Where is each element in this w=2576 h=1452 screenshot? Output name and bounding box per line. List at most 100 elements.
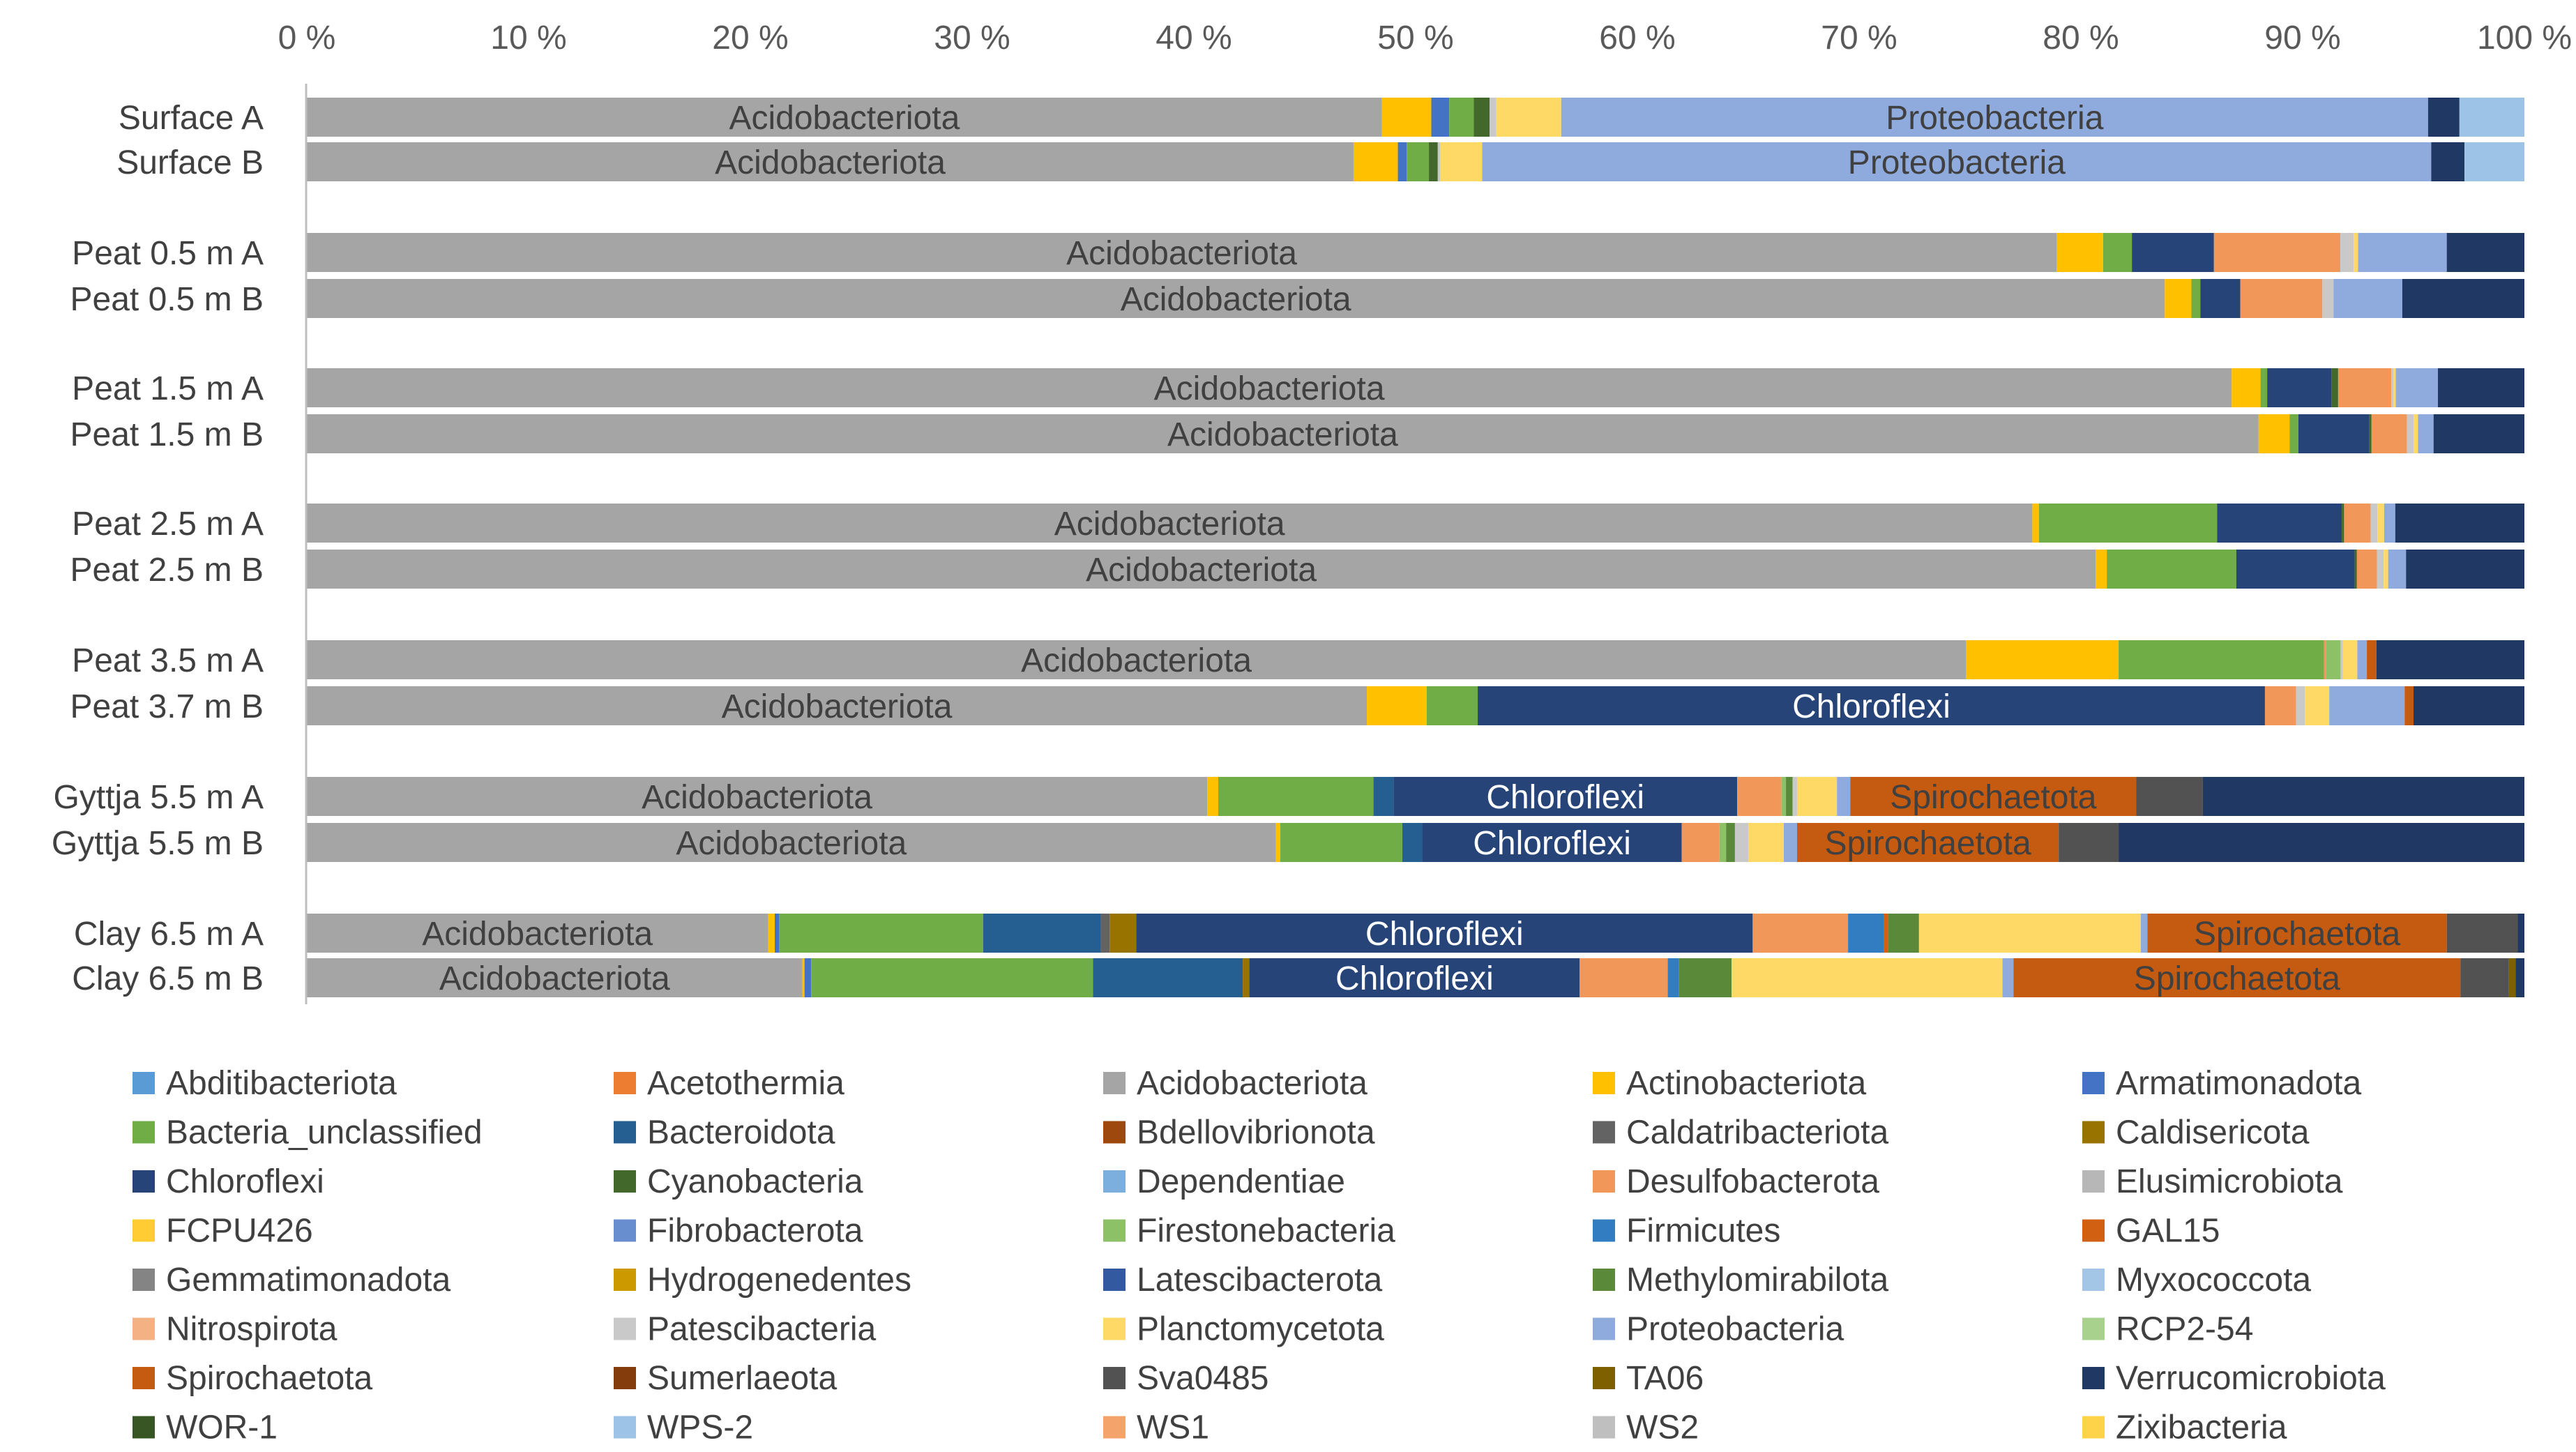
category-label-peat-2-5-m-a: Peat 2.5 m A <box>72 506 264 543</box>
bar-segment-methylomirabilota-clay-6-5-m-a <box>1888 914 1919 953</box>
legend-label: Desulfobacterota <box>1626 1163 1879 1200</box>
legend-swatch <box>1593 1416 1615 1439</box>
legend-item-fibrobacterota: Fibrobacterota <box>614 1213 863 1250</box>
legend-swatch <box>1103 1121 1126 1144</box>
bar-segment-wps-2-surface-a <box>2459 98 2524 137</box>
bar-segment-proteobacteria-clay-6-5-m-a <box>2140 914 2148 953</box>
legend-label: Chloroflexi <box>166 1163 324 1200</box>
legend-label: Sva0485 <box>1137 1360 1269 1397</box>
bar-segment-caldisericota-clay-6-5-m-b <box>1243 958 1250 997</box>
bar-segment-patescibacteria-peat-2-5-m-b <box>2377 550 2384 589</box>
bar-segment-planctomycetota-clay-6-5-m-b <box>1732 958 2003 997</box>
legend-label: Caldatribacteriota <box>1626 1114 1889 1151</box>
legend-label: Verrucomicrobiota <box>2116 1360 2386 1397</box>
legend-label: Armatimonadota <box>2116 1065 2361 1102</box>
legend-item-latescibacterota: Latescibacterota <box>1103 1262 1383 1299</box>
bar-segment-acidobacteriota-surface-b <box>307 142 1354 181</box>
bar-segment-acidobacteriota-peat-3-5-m-a <box>307 640 1967 679</box>
legend-item-proteobacteria: Proteobacteria <box>1593 1311 1844 1348</box>
x-tick-label: 70 % <box>1821 20 1897 56</box>
bar-segment-acidobacteriota-gyttja-5-5-m-b <box>307 823 1276 862</box>
legend-swatch <box>2082 1416 2105 1439</box>
legend-item-gal15: GAL15 <box>2082 1213 2220 1250</box>
legend-swatch <box>1103 1269 1126 1291</box>
segment-labels: Acidobacteriota Proteobacteria Acidobacter… <box>422 100 2400 997</box>
segment-label-acidobacteriota: Acidobacteriota <box>642 779 872 816</box>
bar-segment-bacteria-unclassified-peat-3-7-m-b <box>1426 686 1478 725</box>
x-tick-label: 50 % <box>1377 20 1453 56</box>
legend-swatch <box>1103 1072 1126 1094</box>
bar-segment-patescibacteria-peat-3-7-m-b <box>2296 686 2305 725</box>
segment-label-chloroflexi: Chloroflexi <box>1335 960 1494 997</box>
bar-segment-proteobacteria-peat-3-5-m-a <box>2357 640 2367 679</box>
legend-label: WOR-1 <box>166 1409 278 1446</box>
legend-swatch <box>132 1170 155 1193</box>
bar-segment-firestonebacteria-gyttja-5-5-m-a <box>1781 777 1787 816</box>
legend-swatch <box>614 1072 636 1094</box>
bar-segment-methylomirabilota-clay-6-5-m-b <box>1679 958 1732 997</box>
legend-swatch <box>132 1367 155 1389</box>
bar-segment-desulfobacterota-peat-1-5-m-a <box>2338 368 2392 407</box>
category-label-peat-3-7-m-b: Peat 3.7 m B <box>70 688 264 725</box>
legend-item-bacteroidota: Bacteroidota <box>614 1114 835 1151</box>
bar-segment-acidobacteriota-clay-6-5-m-a <box>307 914 768 953</box>
bar-segment-patescibacteria-peat-0-5-m-a <box>2340 233 2354 272</box>
bar-segment-desulfobacterota-gyttja-5-5-m-b <box>1681 823 1720 862</box>
bar-segment-patescibacteria-peat-1-5-m-b <box>2407 414 2414 453</box>
bar-segment-methylomirabilota-gyttja-5-5-m-b <box>1726 823 1735 862</box>
bar-segment-bacteroidota-clay-6-5-m-a <box>983 914 1101 953</box>
bar-segment-desulfobacterota-clay-6-5-m-a <box>1752 914 1849 953</box>
bar-segment-armatimonadota-surface-b <box>1397 142 1407 181</box>
bar-segment-planctomycetota-peat-0-5-m-a <box>2354 233 2358 272</box>
segment-label-acidobacteriota: Acidobacteriota <box>1167 416 1398 453</box>
segment-label-spirochaetota: Spirochaetota <box>2194 916 2401 953</box>
legend-swatch <box>1593 1121 1615 1144</box>
bar-segment-acidobacteriota-peat-2-5-m-b <box>307 550 2096 589</box>
bar-segment-armatimonadota-surface-a <box>1431 98 1450 137</box>
bar-segment-chloroflexi-peat-1-5-m-a <box>2267 368 2332 407</box>
legend-swatch <box>1593 1170 1615 1193</box>
legend-swatch <box>614 1121 636 1144</box>
legend-label: Bdellovibrionota <box>1137 1114 1375 1151</box>
segment-label-spirochaetota: Spirochaetota <box>2134 960 2341 997</box>
bar-segment-gal15-clay-6-5-m-a <box>1883 914 1888 953</box>
legend-label: Myxococcota <box>2116 1262 2311 1299</box>
bar-segment-bacteria-unclassified-clay-6-5-m-b <box>811 958 1093 997</box>
bar-segment-bacteria-unclassified-surface-b <box>1407 142 1430 181</box>
legend-item-wor-1: WOR-1 <box>132 1409 278 1446</box>
bar-segment-desulfobacterota-peat-0-5-m-a <box>2213 233 2341 272</box>
legend-label: Caldisericota <box>2116 1114 2310 1151</box>
bar-segment-caldisericota-clay-6-5-m-a <box>1109 914 1137 953</box>
legend-item-bdellovibrionota: Bdellovibrionota <box>1103 1114 1375 1151</box>
legend-swatch <box>1103 1219 1126 1242</box>
bar-segment-verrucomicrobiota-peat-1-5-m-a <box>2437 368 2524 407</box>
bar-segment-chloroflexi-peat-2-5-m-b <box>2236 550 2355 589</box>
bar-segment-firestonebacteria-gyttja-5-5-m-b <box>1719 823 1727 862</box>
bar-segment-cyanobacteria-surface-b <box>1429 142 1438 181</box>
legend-item-armatimonadota: Armatimonadota <box>2082 1065 2361 1102</box>
legend-item-ta06: TA06 <box>1593 1360 1704 1397</box>
bar-segment-firmicutes-clay-6-5-m-b <box>1667 958 1679 997</box>
category-labels: Surface A Surface B Peat 0.5 m A Peat 0.5 m… <box>52 100 264 997</box>
legend-label: Gemmatimonadota <box>166 1262 450 1299</box>
segment-label-proteobacteria: Proteobacteria <box>1848 144 2066 181</box>
legend-swatch <box>1593 1219 1615 1242</box>
bar-segment-spirochaetota-gyttja-5-5-m-b <box>1796 823 2059 862</box>
legend-item-spirochaetota: Spirochaetota <box>132 1360 373 1397</box>
bar-segment-proteobacteria-peat-0-5-m-b <box>2333 279 2402 318</box>
legend-swatch <box>132 1121 155 1144</box>
bar-segment-patescibacteria-surface-b <box>1437 142 1440 181</box>
legend-item-planctomycetota: Planctomycetota <box>1103 1311 1384 1348</box>
segment-label-acidobacteriota: Acidobacteriota <box>1154 370 1385 407</box>
x-tick-label: 0 % <box>278 20 336 56</box>
bar-segment-firestonebacteria-peat-3-5-m-a <box>2326 640 2341 679</box>
bar-segment-armatimonadota-clay-6-5-m-a <box>774 914 780 953</box>
bar-segment-planctomycetota-gyttja-5-5-m-a <box>1796 777 1838 816</box>
bar-segment-patescibacteria-peat-1-5-m-a <box>2391 368 2394 407</box>
bar-segment-bacteria-unclassified-peat-1-5-m-a <box>2260 368 2268 407</box>
legend-item-verrucomicrobiota: Verrucomicrobiota <box>2082 1360 2386 1397</box>
legend-item-hydrogenedentes: Hydrogenedentes <box>614 1262 911 1299</box>
legend-item-patescibacteria: Patescibacteria <box>614 1311 876 1348</box>
category-label-gyttja-5-5-m-b: Gyttja 5.5 m B <box>52 825 264 862</box>
segment-label-acidobacteriota: Acidobacteriota <box>1021 642 1252 679</box>
